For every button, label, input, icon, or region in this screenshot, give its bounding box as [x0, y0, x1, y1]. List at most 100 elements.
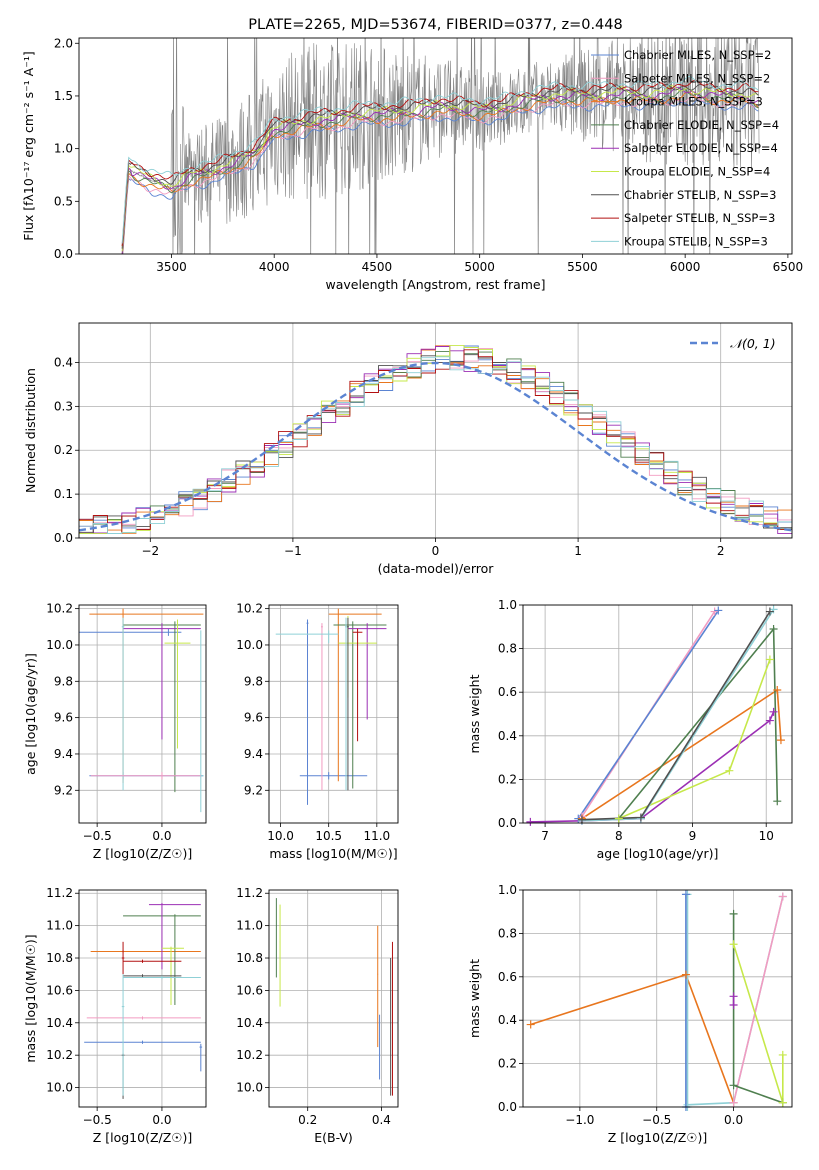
- weight-marker: [729, 992, 738, 1001]
- x-tick-label: 5000: [464, 260, 495, 274]
- x-tick-label: 0.0: [152, 1113, 171, 1127]
- x-tick-label: 8: [615, 829, 623, 843]
- legend-entry: Chabrier STELIB, N_SSP=3: [624, 188, 776, 202]
- model-spectrum-8: [121, 79, 759, 247]
- y-tick-label: 10.0: [46, 1081, 73, 1095]
- model-spectrum-9: [121, 75, 759, 244]
- y-tick-label: 9.4: [54, 747, 73, 761]
- panel-6: [75, 889, 207, 1111]
- y-tick-label: 11.0: [46, 919, 73, 933]
- weight-line-7: [581, 608, 775, 822]
- x-tick-label: −0.5: [83, 1113, 112, 1127]
- panel-7: [265, 889, 399, 1111]
- y-axis-label: mass weight: [467, 959, 482, 1038]
- y-tick-label: 0.0: [498, 816, 517, 830]
- y-tick-label: 2.0: [54, 36, 73, 50]
- weight-marker: [778, 892, 787, 901]
- weight-marker: [714, 606, 723, 615]
- panel-8: [519, 889, 793, 1111]
- x-tick-label: 2: [717, 544, 725, 558]
- x-tick-label: 6000: [670, 260, 701, 274]
- plot-area: [269, 890, 398, 1107]
- y-tick-label: 0.1: [54, 487, 73, 501]
- x-axis-label: wavelength [Angstrom, rest frame]: [325, 277, 545, 292]
- axes-frame: [268, 889, 399, 1108]
- y-tick-label: 10.8: [46, 951, 73, 965]
- weight-marker: [773, 797, 782, 806]
- y-tick-label: 0.8: [498, 926, 517, 940]
- x-axis-label: age [log10(age/yr)]: [597, 846, 719, 861]
- y-axis-label: age [log10(age/yr)]: [23, 653, 38, 775]
- x-tick-label: −0.5: [83, 829, 112, 843]
- x-tick-label: 10.0: [267, 829, 294, 843]
- y-tick-label: 11.2: [46, 886, 73, 900]
- histogram-1: [79, 345, 792, 529]
- weight-line-2: [577, 610, 719, 820]
- x-tick-label: 0.0: [152, 829, 171, 843]
- histogram-8: [79, 349, 792, 535]
- x-tick-label: 7: [541, 829, 549, 843]
- y-tick-label: 9.4: [244, 747, 263, 761]
- x-tick-label: 11.0: [363, 829, 390, 843]
- x-axis-label: (data-model)/error: [378, 561, 495, 576]
- weight-marker: [769, 605, 778, 614]
- legend-entry: Kroupa ELODIE, N_SSP=4: [624, 165, 770, 179]
- weight-marker: [729, 940, 738, 949]
- histogram-7: [79, 354, 792, 533]
- y-tick-label: 0.2: [54, 443, 73, 457]
- panel-4: [265, 604, 399, 827]
- y-tick-label: 9.2: [54, 783, 73, 797]
- weight-marker: [683, 1100, 692, 1109]
- y-tick-label: 9.6: [54, 711, 73, 725]
- y-tick-label: 10.6: [46, 983, 73, 997]
- model-spectrum-1: [122, 99, 759, 254]
- panel-1: Chabrier MILES, N_SSP=2 Salpeter MILES, N…: [75, 37, 793, 258]
- x-tick-label: 10.5: [315, 829, 342, 843]
- weight-marker: [778, 1098, 787, 1107]
- y-tick-label: 1.0: [498, 883, 517, 897]
- weight-marker: [778, 1050, 787, 1059]
- weight-line-8: [581, 611, 771, 821]
- x-tick-label: 10: [759, 829, 774, 843]
- y-tick-label: 10.4: [236, 1016, 263, 1030]
- panel-3: [75, 604, 207, 827]
- panel-2: 𝒩(0, 1): [75, 322, 793, 542]
- x-tick-label: 1: [574, 544, 582, 558]
- x-tick-label: 4000: [259, 260, 290, 274]
- y-tick-label: 0.5: [54, 194, 73, 208]
- y-tick-label: 10.2: [236, 1048, 263, 1062]
- legend-entry: Salpeter STELIB, N_SSP=3: [624, 211, 775, 225]
- y-tick-label: 10.8: [236, 951, 263, 965]
- y-tick-label: 10.2: [236, 602, 263, 616]
- axes-frame: [78, 322, 793, 539]
- weight-marker: [725, 766, 734, 775]
- model-spectrum-3: [122, 91, 759, 254]
- histogram-9: [79, 356, 792, 534]
- weight-line-2: [686, 894, 784, 1107]
- x-tick-label: −1.0: [565, 1113, 594, 1127]
- y-tick-label: 11.0: [236, 919, 263, 933]
- axes-frame: [78, 889, 207, 1108]
- weight-line-5: [530, 711, 775, 823]
- weight-marker: [769, 707, 778, 716]
- plot-area: [79, 890, 206, 1107]
- y-axis-label: Normed distribution: [23, 368, 38, 493]
- x-axis-label: Z [log10(Z/Z☉)]: [93, 846, 193, 861]
- model-spectrum-2: [122, 95, 759, 254]
- weight-marker: [765, 607, 774, 616]
- y-tick-label: 9.2: [244, 783, 263, 797]
- y-tick-label: 0.0: [54, 247, 73, 261]
- legend-entry: Kroupa MILES, N_SSP=3: [624, 95, 763, 109]
- weight-marker: [776, 736, 785, 745]
- y-tick-label: 9.8: [244, 674, 263, 688]
- weight-marker: [765, 655, 774, 664]
- x-axis-label: Z [log10(Z/Z☉)]: [608, 1130, 708, 1145]
- weight-line-6: [618, 659, 771, 820]
- weight-marker: [729, 1001, 738, 1010]
- y-tick-label: 10.2: [46, 1048, 73, 1062]
- y-tick-label: 11.2: [236, 886, 263, 900]
- plot-area: [121, 38, 760, 254]
- y-axis-label: mass [log10(M/M☉)]: [23, 934, 38, 1062]
- y-axis-label: Flux [fλ10⁻¹⁷ erg cm⁻² s⁻¹ A⁻¹]: [21, 51, 36, 240]
